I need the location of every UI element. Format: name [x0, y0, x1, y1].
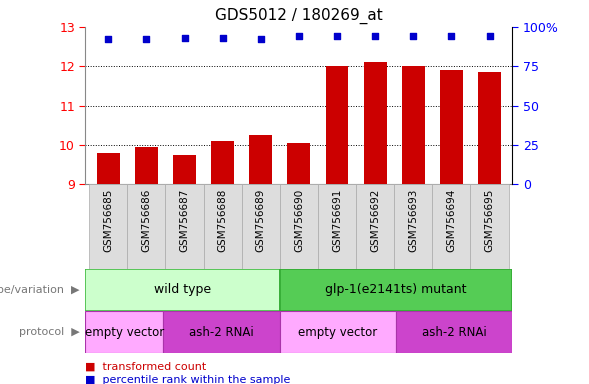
- Text: GSM756685: GSM756685: [103, 189, 113, 252]
- Point: [409, 33, 418, 39]
- Text: GSM756688: GSM756688: [218, 189, 228, 252]
- Text: ash-2 RNAi: ash-2 RNAi: [189, 326, 254, 339]
- Bar: [440, 70, 463, 184]
- Point: [256, 36, 266, 43]
- Text: GSM756693: GSM756693: [408, 189, 418, 252]
- Bar: [85, 269, 280, 311]
- Text: empty vector: empty vector: [298, 326, 378, 339]
- Text: protocol  ▶: protocol ▶: [19, 327, 80, 337]
- Bar: [287, 143, 310, 184]
- Bar: [356, 184, 394, 269]
- Bar: [173, 155, 196, 184]
- Bar: [163, 311, 280, 353]
- Bar: [166, 184, 204, 269]
- Bar: [127, 184, 166, 269]
- Point: [446, 33, 456, 39]
- Point: [294, 33, 304, 39]
- Text: GSM756689: GSM756689: [256, 189, 266, 252]
- Bar: [471, 184, 509, 269]
- Bar: [97, 153, 120, 184]
- Point: [370, 33, 380, 39]
- Text: GSM756690: GSM756690: [294, 189, 304, 252]
- Text: empty vector: empty vector: [85, 326, 164, 339]
- Point: [180, 35, 189, 41]
- Text: glp-1(e2141ts) mutant: glp-1(e2141ts) mutant: [325, 283, 466, 296]
- Text: ■  transformed count: ■ transformed count: [85, 362, 207, 372]
- Text: GSM756692: GSM756692: [370, 189, 380, 252]
- Bar: [280, 184, 318, 269]
- Text: ash-2 RNAi: ash-2 RNAi: [422, 326, 487, 339]
- Bar: [249, 135, 272, 184]
- Bar: [394, 184, 432, 269]
- Point: [485, 33, 494, 39]
- Bar: [432, 184, 471, 269]
- Bar: [211, 141, 234, 184]
- Bar: [89, 184, 127, 269]
- Text: ■  percentile rank within the sample: ■ percentile rank within the sample: [85, 375, 291, 384]
- Point: [142, 36, 151, 43]
- Point: [218, 35, 227, 41]
- Bar: [326, 66, 349, 184]
- Bar: [318, 184, 356, 269]
- Bar: [280, 311, 396, 353]
- Bar: [478, 72, 501, 184]
- Text: GSM756687: GSM756687: [180, 189, 190, 252]
- Text: GSM756691: GSM756691: [332, 189, 342, 252]
- Bar: [280, 269, 512, 311]
- Text: GSM756686: GSM756686: [141, 189, 151, 252]
- Bar: [364, 62, 386, 184]
- Text: wild type: wild type: [154, 283, 211, 296]
- Point: [104, 36, 113, 43]
- Point: [332, 33, 342, 39]
- Bar: [204, 184, 241, 269]
- Bar: [85, 311, 163, 353]
- Text: GSM756695: GSM756695: [485, 189, 495, 252]
- Title: GDS5012 / 180269_at: GDS5012 / 180269_at: [215, 8, 383, 24]
- Bar: [402, 66, 425, 184]
- Bar: [396, 311, 512, 353]
- Text: GSM756694: GSM756694: [446, 189, 456, 252]
- Bar: [135, 147, 158, 184]
- Bar: [241, 184, 280, 269]
- Text: genotype/variation  ▶: genotype/variation ▶: [0, 285, 80, 295]
